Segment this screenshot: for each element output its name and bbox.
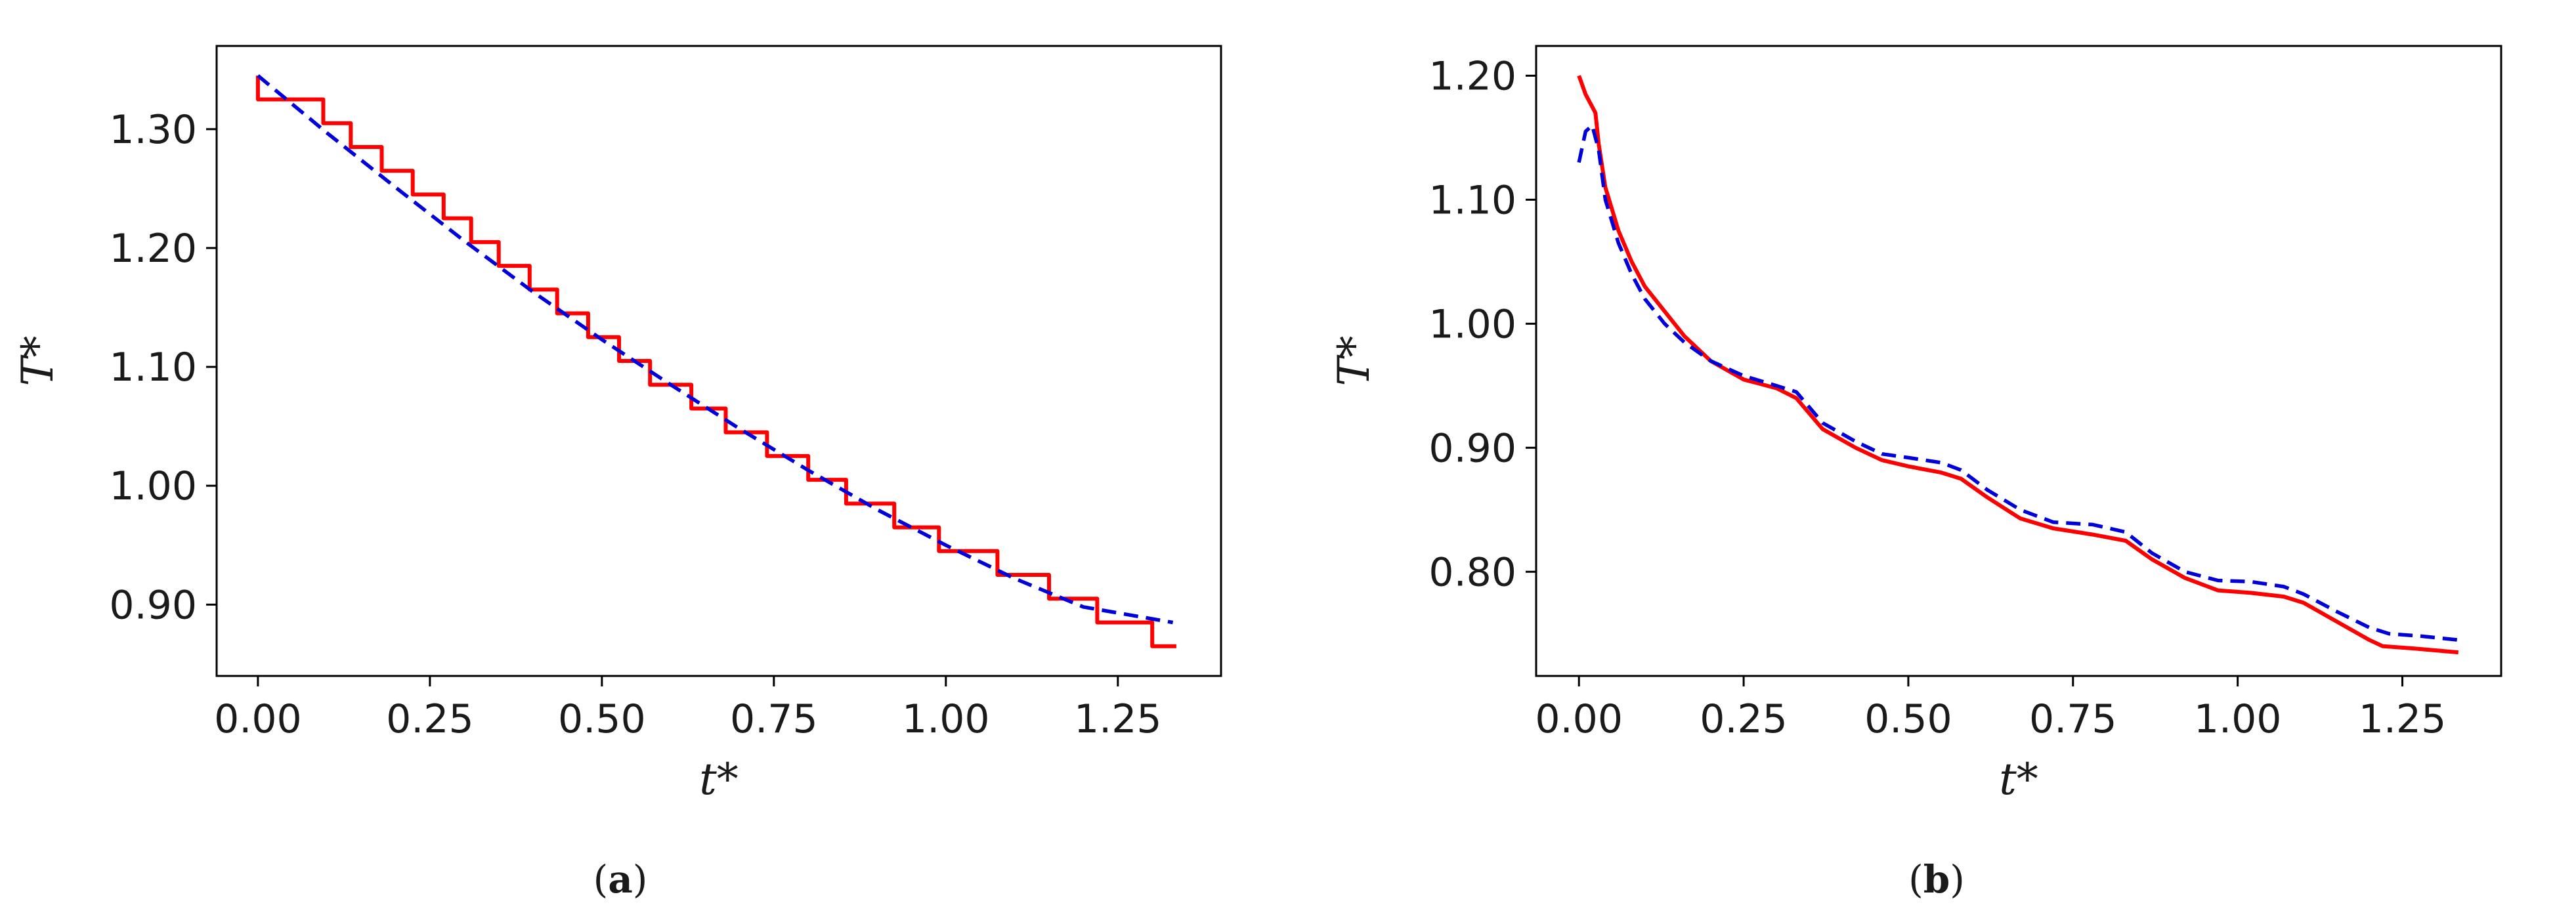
x-tick-label: 1.00: [902, 696, 990, 742]
y-tick-label: 1.30: [109, 107, 197, 153]
series-line-reference: [257, 74, 1174, 625]
x-tick-label: 0.25: [386, 696, 474, 742]
y-tick-label: 1.20: [1428, 53, 1516, 99]
y-tick-label: 0.80: [1428, 549, 1516, 595]
panel-b: 0.00 0.25 0.50 0.75 1.00 1.25 0.80 0.90 1.00 1.10…: [1329, 45, 2502, 902]
panel-caption: (a): [593, 857, 648, 902]
x-axis-label: t*: [1999, 754, 2038, 805]
y-tick-label: 1.00: [109, 463, 197, 509]
panel-caption-letter: a: [608, 857, 633, 902]
panel-a: 0.00 0.25 0.50 0.75 1.00 1.25 0.90 1.00 1.10 1.20…: [12, 45, 1222, 902]
y-tick-label: 1.10: [1428, 177, 1516, 223]
x-tick-label: 0.50: [1864, 696, 1952, 742]
axes-frame: [1535, 45, 2502, 677]
x-tick-label: 0.25: [1700, 696, 1788, 742]
axes-frame: [215, 45, 1222, 677]
x-tick-label: 0.50: [558, 696, 646, 742]
panel-caption: (b): [1908, 857, 1965, 902]
y-axis-label: T*: [12, 335, 63, 386]
x-tick-label: 1.00: [2194, 696, 2282, 742]
series-line-measured: [1577, 75, 2459, 655]
x-tick-label: 1.25: [2359, 696, 2447, 742]
series-line-reference: [1577, 123, 2459, 642]
x-axis-label: t*: [699, 754, 739, 805]
x-tick-label: 0.75: [2029, 696, 2117, 742]
x-tick-label: 0.00: [214, 696, 302, 742]
y-tick-label: 1.00: [1428, 301, 1516, 347]
x-tick-label: 0.75: [730, 696, 818, 742]
y-tick-label: 1.20: [109, 226, 197, 272]
y-tick-label: 1.10: [109, 345, 197, 390]
x-tick-label: 0.00: [1535, 696, 1623, 742]
series-line-measured: [255, 75, 1176, 648]
y-tick-label: 0.90: [1428, 425, 1516, 471]
x-tick-label: 1.25: [1074, 696, 1162, 742]
y-tick-label: 0.90: [109, 582, 197, 628]
panel-caption-letter: b: [1923, 857, 1950, 902]
y-axis-label: T*: [1329, 335, 1379, 386]
